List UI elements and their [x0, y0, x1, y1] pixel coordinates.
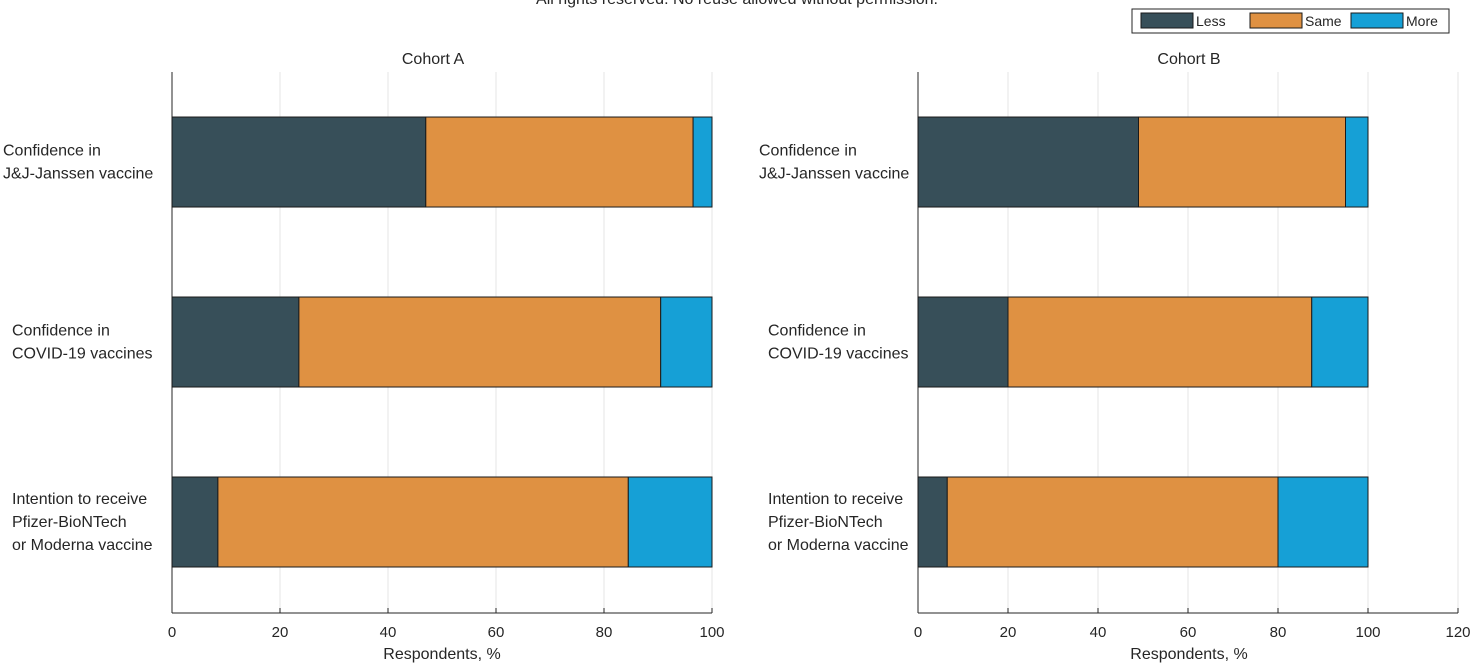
bar-more-2	[1311, 296, 1369, 388]
bar-less-1	[171, 116, 427, 208]
y-category-label: or Moderna vaccine	[768, 537, 909, 554]
bar-more-3	[627, 476, 713, 568]
x-tick-label: 80	[1270, 624, 1287, 641]
legend-label: More	[1406, 13, 1438, 29]
bar-same-1	[1138, 116, 1346, 208]
bar-more-3	[1277, 476, 1369, 568]
panel-cohort-b: 0 20 40 60 80 100 120 Cohort B Respondents, % Con…	[759, 51, 1471, 663]
y-category-label: Intention to receive	[12, 491, 147, 508]
y-category-label: Confidence in	[768, 323, 866, 340]
panel-title: Cohort A	[402, 51, 465, 68]
bar-more-2	[660, 296, 713, 388]
panel-cohort-a: 0 20 40 60 80 100 Cohort A Respondents, % Confid…	[3, 51, 725, 663]
x-tick-label: 80	[596, 624, 613, 641]
x-tick-label: 60	[488, 624, 505, 641]
bar-same-2	[298, 296, 662, 388]
bar-less-2	[171, 296, 300, 388]
bar-less-3	[171, 476, 219, 568]
x-tick-label: 20	[272, 624, 289, 641]
y-category-label: Pfizer-BioNTech	[768, 514, 883, 531]
y-category-label: Confidence in	[12, 323, 110, 340]
bar-more-1	[1345, 116, 1369, 208]
y-category-label: Pfizer-BioNTech	[12, 514, 127, 531]
x-tick-label: 60	[1180, 624, 1197, 641]
x-tick-label: 120	[1445, 624, 1470, 641]
x-tick-label: 20	[1000, 624, 1017, 641]
y-category-label: Confidence in	[759, 143, 857, 160]
legend: Less Same More	[1131, 8, 1450, 34]
legend-item-less: Less	[1140, 12, 1226, 29]
bar-less-2	[917, 296, 1009, 388]
y-category-label: J&J-Janssen vaccine	[759, 166, 909, 183]
x-tick-label: 100	[1355, 624, 1380, 641]
legend-label: Less	[1196, 13, 1226, 29]
x-tick-label: 0	[914, 624, 922, 641]
x-tick-label: 100	[699, 624, 724, 641]
bar-same-2	[1007, 296, 1313, 388]
bar-more-1	[692, 116, 713, 208]
rights-notice: All rights reserved. No reuse allowed wi…	[0, 0, 1474, 9]
x-axis-label: Respondents, %	[1130, 646, 1247, 663]
y-category-label: Intention to receive	[768, 491, 903, 508]
bar-same-1	[425, 116, 694, 208]
y-category-label: COVID-19 vaccines	[12, 346, 153, 363]
bar-same-3	[217, 476, 629, 568]
bar-less-1	[917, 116, 1139, 208]
legend-item-more: More	[1350, 12, 1438, 29]
legend-swatch	[1140, 12, 1194, 29]
x-axis-label: Respondents, %	[383, 646, 500, 663]
y-category-label: J&J-Janssen vaccine	[3, 166, 153, 183]
y-category-label: COVID-19 vaccines	[768, 346, 909, 363]
y-category-label: Confidence in	[3, 143, 101, 160]
y-category-label: or Moderna vaccine	[12, 537, 153, 554]
x-tick-label: 40	[380, 624, 397, 641]
x-tick-label: 40	[1090, 624, 1107, 641]
legend-swatch	[1350, 12, 1404, 29]
x-tick-label: 0	[168, 624, 176, 641]
bar-less-3	[917, 476, 948, 568]
bar-same-3	[946, 476, 1279, 568]
panel-title: Cohort B	[1157, 51, 1220, 68]
legend-item-same: Same	[1249, 12, 1342, 29]
legend-label: Same	[1305, 13, 1342, 29]
legend-swatch	[1249, 12, 1303, 29]
